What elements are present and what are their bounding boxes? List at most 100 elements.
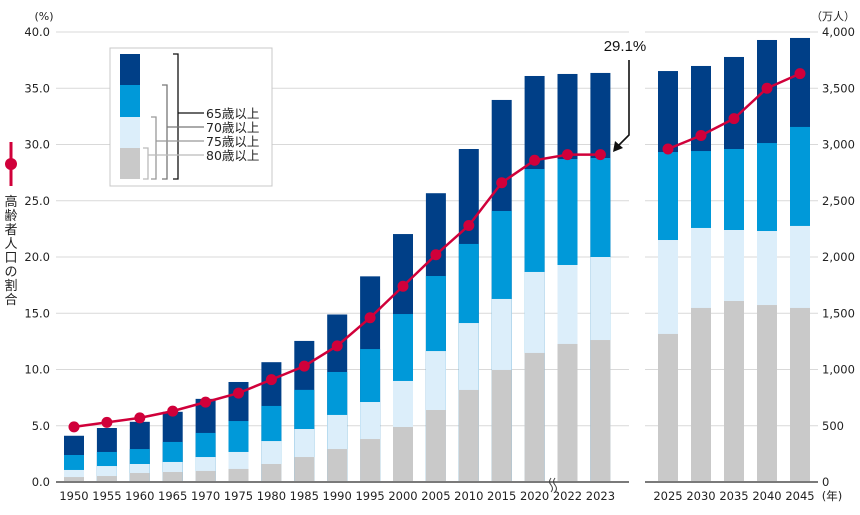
right-axis-unit: （万人） xyxy=(811,10,855,23)
x-tick-label: 1950 xyxy=(59,489,88,503)
bar-segment-80歳以上 xyxy=(757,305,777,482)
ratio-point-1960 xyxy=(134,412,146,424)
x-tick-label: 1975 xyxy=(224,489,253,503)
ratio-point-2015 xyxy=(496,177,508,189)
left-axis-label: 高齢者人口の割合 xyxy=(4,194,17,308)
annotation-arrow-head xyxy=(613,141,623,152)
left-tick-label: 5.0 xyxy=(32,419,50,433)
bar-segment-80歳以上 xyxy=(491,369,512,482)
bar-group-2023 xyxy=(590,72,611,482)
right-tick-label: 4,000 xyxy=(822,25,855,39)
x-tick-label: 2040 xyxy=(752,489,781,503)
ratio-point-1965 xyxy=(167,405,179,417)
right-tick-label: 2,000 xyxy=(822,250,855,264)
legend-bracket xyxy=(143,147,149,180)
legend-swatch-70歳以上 xyxy=(120,85,140,117)
legend-label: 65歳以上 xyxy=(206,106,259,121)
left-tick-label: 20.0 xyxy=(24,250,50,264)
x-tick-label: 2035 xyxy=(719,489,748,503)
left-tick-label: 10.0 xyxy=(24,363,50,377)
left-tick-label: 25.0 xyxy=(24,194,50,208)
stacked-bars xyxy=(64,37,810,483)
legend-bracket xyxy=(173,53,179,180)
ratio-point-2005 xyxy=(430,249,442,261)
x-tick-label: 2020 xyxy=(520,489,549,503)
legend-label: 75歳以上 xyxy=(206,134,259,149)
bar-segment-80歳以上 xyxy=(458,389,479,482)
bar-segment-80歳以上 xyxy=(96,476,117,482)
bar-group-2010 xyxy=(458,149,479,482)
bar-group-2015 xyxy=(491,99,512,483)
annotation-text: 29.1% xyxy=(604,38,647,55)
legend-swatch-80歳以上 xyxy=(120,148,140,179)
axis-break-icon xyxy=(549,477,557,493)
ratio-point-1985 xyxy=(298,360,310,372)
legend-label: 70歳以上 xyxy=(206,120,259,135)
x-tick-label: 1960 xyxy=(125,489,154,503)
bar-segment-80歳以上 xyxy=(658,333,678,482)
x-tick-label: 2000 xyxy=(388,489,417,503)
axes: 0.0 5.0 10.0 15.0 20.0 25.0 30.0 35.0 40.0 0 500 1,… xyxy=(24,25,855,503)
line-legend: 高齢者人口の割合 xyxy=(4,142,18,308)
x-axis-unit: (年) xyxy=(822,489,842,503)
ratio-point-1970 xyxy=(200,396,212,408)
bar-group-1950 xyxy=(64,435,84,482)
left-tick-label: 35.0 xyxy=(24,81,50,95)
legend-bracket xyxy=(162,84,168,180)
ratio-point-2000 xyxy=(397,280,409,292)
bar-group-2035 xyxy=(724,56,744,482)
bar-segment-80歳以上 xyxy=(724,300,744,482)
line-legend-marker xyxy=(5,158,17,170)
ratio-line xyxy=(68,68,806,433)
ratio-point-2022 xyxy=(562,149,573,161)
bar-group-2040 xyxy=(757,39,777,483)
bar-group-2020 xyxy=(524,75,545,483)
x-tick-label: 2010 xyxy=(454,489,483,503)
right-tick-label: 0 xyxy=(822,475,829,489)
right-tick-label: 1,500 xyxy=(822,306,855,320)
legend-label: 80歳以上 xyxy=(206,148,259,163)
x-tick-label: 2023 xyxy=(586,489,615,503)
x-tick-label: 2022 xyxy=(553,489,582,503)
left-tick-label: 30.0 xyxy=(24,138,50,152)
bar-group-2000 xyxy=(393,234,413,482)
ratio-point-2045 xyxy=(794,68,806,80)
legend-swatch-65歳以上 xyxy=(120,54,140,85)
right-tick-label: 1,000 xyxy=(822,363,855,377)
right-tick-label: 2,500 xyxy=(822,194,855,208)
bar-segment-80歳以上 xyxy=(195,470,216,482)
left-tick-label: 0.0 xyxy=(32,475,50,489)
left-tick-label: 40.0 xyxy=(24,25,50,39)
ratio-point-1955 xyxy=(101,416,113,428)
ratio-point-1980 xyxy=(265,374,277,386)
ratio-point-2023 xyxy=(594,149,606,161)
bar-group-1985 xyxy=(294,340,315,482)
x-tick-label: 2045 xyxy=(785,489,814,503)
bar-group-1970 xyxy=(195,398,216,482)
bar-segment-80歳以上 xyxy=(162,471,183,482)
bar-segment-80歳以上 xyxy=(524,352,545,482)
x-tick-label: 1995 xyxy=(355,489,384,503)
bar-segment-80歳以上 xyxy=(393,426,413,482)
bar-group-2030 xyxy=(691,65,711,482)
ratio-point-1990 xyxy=(331,340,343,352)
bar-segment-80歳以上 xyxy=(590,340,611,482)
left-axis-unit: (%) xyxy=(34,10,53,23)
ratio-point-2040 xyxy=(761,82,773,94)
x-tick-label: 2025 xyxy=(653,489,682,503)
left-tick-label: 15.0 xyxy=(24,306,50,320)
bar-group-2025 xyxy=(658,71,678,482)
bar-segment-80歳以上 xyxy=(360,439,381,482)
bar-group-1995 xyxy=(360,276,381,482)
bar-segment-80歳以上 xyxy=(64,477,84,482)
x-tick-label: 1990 xyxy=(323,489,352,503)
x-tick-label: 1965 xyxy=(158,489,187,503)
x-tick-label: 1980 xyxy=(257,489,286,503)
bar-segment-80歳以上 xyxy=(557,343,578,482)
x-tick-label: 2015 xyxy=(487,489,516,503)
ratio-point-2035 xyxy=(728,113,740,125)
ratio-point-2025 xyxy=(662,143,674,155)
bar-segment-80歳以上 xyxy=(327,449,348,482)
ratio-point-1975 xyxy=(233,387,244,399)
